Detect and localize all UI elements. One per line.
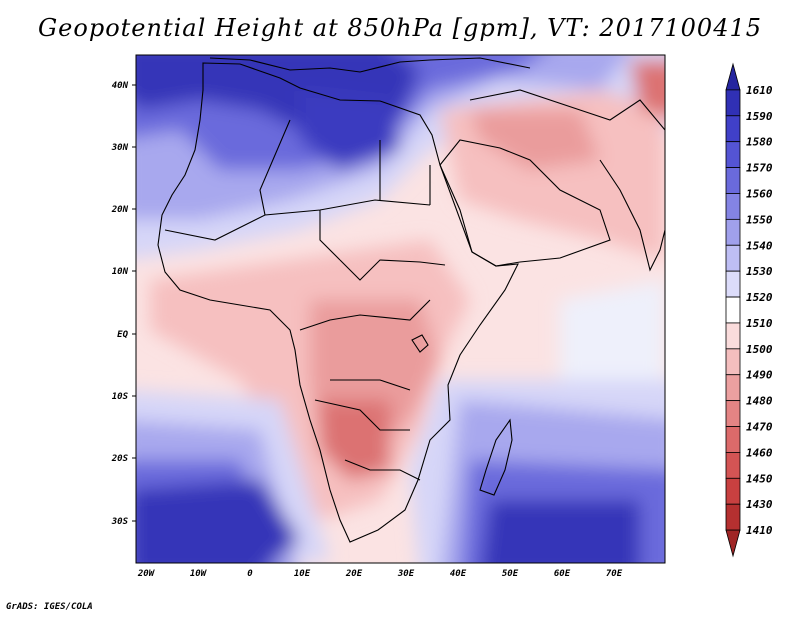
field-southeast-dark xyxy=(482,500,640,563)
colorbar-label: 1430 xyxy=(746,498,773,511)
colorbar-label: 1470 xyxy=(746,421,773,434)
field-zambia-red xyxy=(320,400,390,480)
iran-outline xyxy=(469,89,665,131)
colorbar: 1610 1590 1580 1570 1560 1550 1540 1530 1520 1510… xyxy=(725,62,773,558)
colorbar-label: 1450 xyxy=(746,472,773,485)
lon-label: 20E xyxy=(345,569,363,579)
colorbar-label: 1480 xyxy=(746,395,773,408)
lat-label: 20S xyxy=(111,454,129,464)
colorbar-label: 1570 xyxy=(746,162,773,175)
colorbar-segment xyxy=(725,270,741,298)
colorbar-label: 1520 xyxy=(746,291,773,304)
colorbar-segment xyxy=(725,529,741,558)
lat-label: EQ xyxy=(117,330,128,340)
colorbar-label: 1410 xyxy=(746,524,773,537)
lon-label: 40E xyxy=(450,569,467,579)
colorbar-label: 1460 xyxy=(746,446,773,459)
colorbar-label: 1500 xyxy=(746,343,773,356)
field-ne-red xyxy=(630,60,665,117)
arabia-coast xyxy=(439,139,611,267)
colorbar-segment xyxy=(725,400,741,427)
lon-label: 20W xyxy=(137,569,156,579)
colorbar-segment xyxy=(725,115,741,143)
colorbar-label: 1560 xyxy=(746,187,773,200)
colorbar-segment xyxy=(725,218,741,246)
colorbar-label: 1580 xyxy=(746,136,773,149)
lon-label: 10W xyxy=(190,569,208,579)
plot-frame xyxy=(135,54,666,564)
lat-axis: 40N 30N 20N 10N EQ 10S 20S 30S xyxy=(111,81,136,527)
colorbar-segment xyxy=(725,477,741,505)
lat-label: 20N xyxy=(111,205,129,215)
colorbar-segment xyxy=(725,62,741,91)
mediterranean-north xyxy=(209,57,531,73)
africa-coast xyxy=(157,62,519,543)
field-libya-dark xyxy=(300,90,400,170)
colorbar-segment xyxy=(725,296,741,324)
lon-axis: 20W 10W 0 10E 20E 30E 40E 50E 60E 70E xyxy=(137,569,623,579)
border-central xyxy=(299,259,446,481)
colorbar-label: 1530 xyxy=(746,265,773,278)
lon-label: 50E xyxy=(502,569,519,579)
lat-label: 40N xyxy=(112,81,129,91)
coastlines xyxy=(157,57,665,543)
colorbar-segment xyxy=(725,322,741,350)
colorbar-label: 1590 xyxy=(746,110,773,123)
colorbar-segment xyxy=(725,167,741,194)
field-southwest-dark xyxy=(136,480,300,563)
map-title: Geopotential Height at 850hPa [gpm], VT:… xyxy=(38,14,762,42)
colorbar-segment xyxy=(725,426,741,453)
colorbar-label: 1540 xyxy=(746,239,773,252)
colorbar-label: 1550 xyxy=(746,213,773,226)
colorbar-segment xyxy=(725,193,741,220)
lat-label: 30S xyxy=(111,517,129,527)
lon-label: 10E xyxy=(294,569,311,579)
colorbar-label: 1610 xyxy=(746,84,773,97)
lat-label: 10S xyxy=(112,392,129,402)
colorbar-segment xyxy=(725,141,741,168)
border-sahel xyxy=(164,119,431,261)
colorbar-segment xyxy=(725,348,741,376)
credit-text: GrADS: IGES/COLA xyxy=(6,602,93,612)
lon-label: 70E xyxy=(606,569,623,579)
colorbar-label: 1490 xyxy=(746,369,773,382)
india-coast xyxy=(599,159,665,272)
madagascar xyxy=(479,418,513,496)
lon-label: 60E xyxy=(554,569,571,579)
field-iran-red xyxy=(470,110,600,170)
colorbar-segment xyxy=(725,89,741,117)
colorbar-label: 1510 xyxy=(746,317,773,330)
colorbar-segment xyxy=(725,452,741,479)
colorbar-segment xyxy=(725,503,741,531)
lat-label: 10N xyxy=(112,267,129,277)
lake-victoria xyxy=(411,334,429,353)
lon-label: 0 xyxy=(247,569,253,579)
lat-label: 30N xyxy=(111,143,129,153)
colorbar-segment xyxy=(725,244,741,272)
field-indian-pale xyxy=(560,280,665,400)
height-field xyxy=(136,55,665,563)
colorbar-segment xyxy=(725,374,741,402)
lon-label: 30E xyxy=(397,569,415,579)
